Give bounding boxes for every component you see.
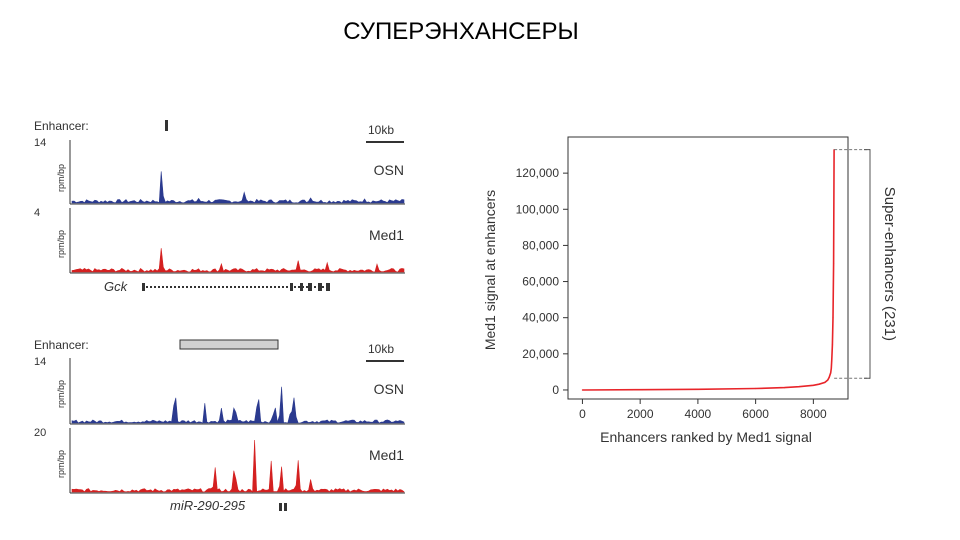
signal-trace: [71, 439, 405, 493]
track-name: OSN: [374, 162, 404, 178]
tracks-panel-top: Enhancer: 10kb 14 rpm/bp OSN 4 rpm/bp Me…: [34, 119, 405, 294]
gene-label: Gck: [104, 279, 129, 294]
gene-model: Gck: [104, 279, 330, 294]
y-tick-label: 120,000: [516, 166, 560, 180]
series-line: [582, 149, 835, 391]
series-point: [755, 387, 757, 390]
track-name: OSN: [374, 381, 404, 397]
series-point: [639, 389, 641, 391]
x-axis-label: Enhancers ranked by Med1 signal: [600, 429, 812, 445]
y-tick-label: 20,000: [522, 347, 559, 361]
series-point: [831, 358, 833, 360]
plot-frame: [567, 136, 849, 400]
series-point: [832, 262, 835, 265]
enhancer-label: Enhancer:: [34, 119, 89, 133]
gene-exon: [326, 283, 330, 291]
gene-exon: [279, 503, 282, 511]
signal-trace: [71, 248, 405, 273]
x-tick-label: 0: [579, 407, 586, 421]
series-point: [812, 384, 814, 386]
track-ymax: 4: [34, 207, 40, 219]
y-axis-label: Med1 signal at enhancers: [482, 190, 498, 350]
gene-exon: [142, 283, 145, 291]
tracks-panel-bottom: Enhancer: 10kb 14 rpm/bp OSN 20 rpm/bp M…: [34, 338, 405, 513]
signal-area: [71, 439, 405, 493]
track-osn: 14 rpm/bp OSN: [34, 356, 405, 425]
series-point: [824, 381, 826, 383]
signal-area: [71, 386, 405, 424]
gene-exon: [318, 283, 322, 291]
annotation-bracket: [864, 149, 871, 379]
track-ymax: 20: [34, 427, 46, 439]
track-name: Med1: [369, 227, 404, 243]
series-point: [798, 386, 800, 388]
track-ylabel: rpm/bp: [56, 230, 66, 258]
series-point: [832, 317, 834, 319]
enhancer-label: Enhancer:: [34, 338, 89, 352]
series-point: [831, 344, 834, 346]
series-point: [697, 388, 699, 390]
series-point: [830, 367, 832, 369]
signal-area: [71, 248, 405, 273]
gene-exon: [284, 503, 287, 511]
track-ylabel: rpm/bp: [56, 450, 66, 478]
series-point: [783, 387, 786, 389]
series-points: [581, 149, 835, 391]
track-ymax: 14: [34, 356, 46, 368]
series-point: [818, 383, 820, 385]
slide-title: СУПЕРЭНХАНСЕРЫ: [343, 18, 579, 45]
scale-label: 10kb: [368, 342, 394, 356]
signal-trace: [71, 171, 405, 204]
track-med1: 20 rpm/bp Med1: [34, 427, 405, 494]
y-tick-label: 80,000: [522, 238, 559, 252]
gene-exon: [290, 283, 293, 291]
y-axis: 0 20,000 40,000 60,000 80,000 100,000 120,000: [516, 166, 568, 397]
x-tick-label: 8000: [800, 407, 827, 421]
gene-exon: [308, 283, 312, 291]
track-med1: 4 rpm/bp Med1: [34, 207, 405, 274]
track-osn: 14 rpm/bp OSN: [34, 137, 405, 205]
series-point: [827, 379, 829, 381]
series-point: [581, 389, 584, 391]
super-enhancer-annotation: Super-enhancers (231): [834, 149, 898, 379]
x-tick-label: 2000: [627, 407, 654, 421]
gene-exon: [300, 283, 303, 291]
series-point: [830, 372, 832, 374]
track-ylabel: rpm/bp: [56, 380, 66, 408]
signal-trace: [71, 386, 405, 424]
annotation-label: Super-enhancers (231): [881, 187, 898, 341]
scale-label: 10kb: [368, 123, 394, 137]
y-tick-label: 40,000: [522, 311, 559, 325]
track-name: Med1: [369, 447, 404, 463]
x-tick-label: 4000: [685, 407, 712, 421]
track-ylabel: rpm/bp: [56, 164, 66, 192]
gene-model: miR-290-295: [170, 498, 287, 513]
enhancer-region: [179, 339, 279, 350]
gene-label: miR-290-295: [170, 498, 246, 513]
signal-area: [71, 171, 405, 204]
track-ymax: 14: [34, 137, 46, 149]
y-tick-label: 0: [552, 383, 559, 397]
x-axis: 0 2000 4000 6000 8000: [579, 399, 827, 421]
y-tick-label: 100,000: [516, 202, 560, 216]
enhancer-mark: [165, 120, 168, 131]
x-tick-label: 6000: [742, 407, 769, 421]
y-tick-label: 60,000: [522, 275, 559, 289]
series-point: [828, 376, 830, 378]
